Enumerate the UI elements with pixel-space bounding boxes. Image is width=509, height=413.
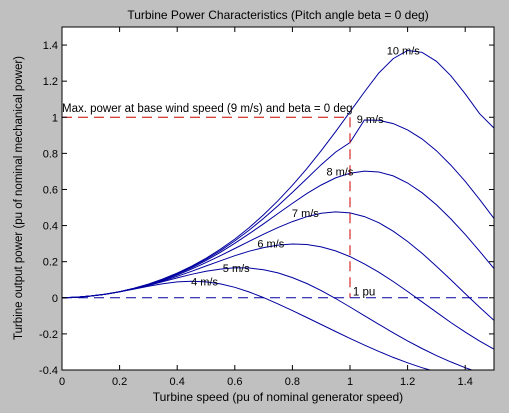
x-tick-label: 0 (59, 376, 65, 388)
series-labels: 4 m/s 5 m/s 6 m/s 7 m/s 8 m/s 9 m/s 10 m/s (191, 45, 420, 288)
y-tick-label: 0 (52, 293, 58, 305)
x-tick-label: 0.2 (112, 376, 127, 388)
series-line-7 (62, 49, 494, 299)
y-axis-label: Turbine output power (pu of nominal mech… (13, 56, 25, 340)
x-axis-ticks: 0 0.2 0.4 0.6 0.8 1 1.2 1.4 (59, 27, 473, 388)
series-label: 8 m/s (326, 166, 353, 178)
series-label: 6 m/s (257, 239, 284, 251)
y-tick-label: 1 (52, 112, 58, 124)
one-pu-annotation: 1 pu (353, 286, 375, 298)
y-tick-label: 0.2 (43, 257, 58, 269)
y-tick-label: -0.2 (39, 329, 58, 341)
y-tick-label: 1.4 (43, 40, 58, 52)
y-axis-ticks: -0.4 -0.2 0 0.2 0.4 0.6 0.8 1 1.2 1.4 (39, 40, 494, 377)
x-tick-label: 0.8 (285, 376, 300, 388)
x-tick-label: 1.2 (400, 376, 415, 388)
max-power-annotation: Max. power at base wind speed (9 m/s) an… (62, 103, 353, 115)
y-tick-label: 0.8 (43, 148, 58, 160)
x-tick-label: 1.4 (458, 376, 473, 388)
y-tick-label: 1.2 (43, 76, 58, 88)
annotations: Max. power at base wind speed (9 m/s) an… (62, 103, 375, 298)
max-power-marker-line (62, 116, 351, 298)
series-label: 4 m/s (191, 277, 218, 289)
x-tick-label: 1 (347, 376, 353, 388)
y-tick-label: 0.6 (43, 184, 58, 196)
series-layer (62, 49, 494, 370)
x-axis-label: Turbine speed (pu of nominal generator s… (153, 390, 403, 404)
y-tick-label: 0.4 (43, 221, 58, 233)
axes-frame (61, 26, 495, 371)
y-tick-label: -0.4 (39, 365, 58, 377)
series-label: 7 m/s (292, 208, 319, 220)
x-tick-label: 0.4 (170, 376, 185, 388)
series-label: 10 m/s (387, 45, 421, 57)
series-label: 5 m/s (223, 263, 250, 275)
x-tick-label: 0.6 (227, 376, 242, 388)
axes-area (62, 27, 494, 370)
series-label: 9 m/s (357, 114, 384, 126)
chart-title: Turbine Power Characteristics (Pitch ang… (127, 8, 428, 22)
reference-lines (62, 116, 494, 299)
